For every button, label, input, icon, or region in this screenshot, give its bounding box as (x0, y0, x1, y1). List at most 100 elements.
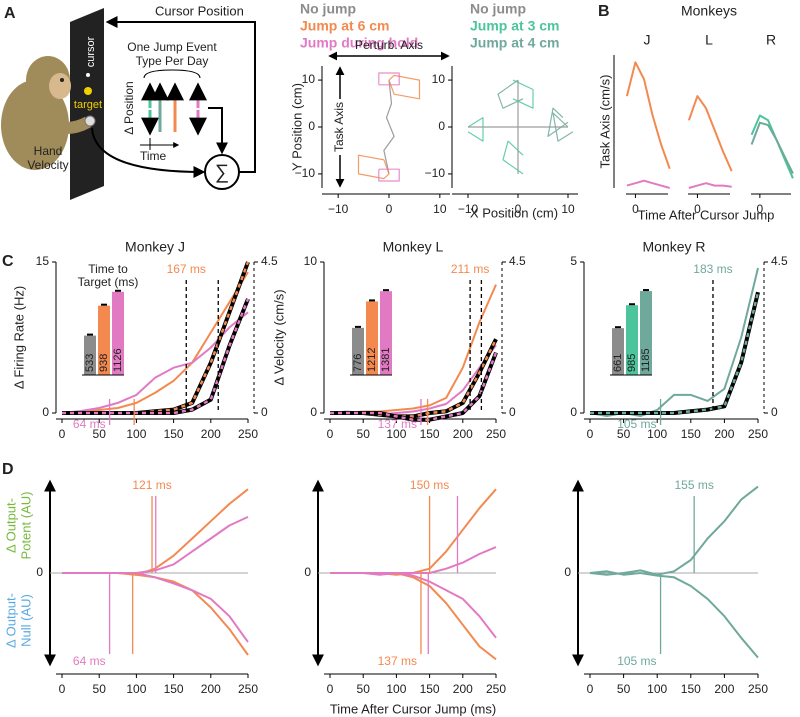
y-tick-label: 0 (36, 565, 43, 579)
y-tick-label: 0 (42, 405, 49, 419)
x-axis-label: Time After Cursor Jump (638, 207, 775, 222)
inset-bar (612, 328, 624, 375)
delta-position-label: Δ Position (122, 81, 136, 134)
inset-title: Time to (88, 262, 128, 276)
latency-label: 150 ms (410, 478, 449, 492)
x-tick-label: 0 (694, 202, 701, 216)
x-tick-label: 250 (748, 427, 768, 441)
y2-tick-label: 0 (261, 405, 268, 419)
inset-bar-label: 661 (612, 354, 624, 372)
inset-bar (98, 305, 110, 375)
series-line (330, 488, 497, 576)
inset-bar (640, 291, 652, 375)
latency-label: 64 ms (73, 417, 106, 431)
trajectory (467, 79, 534, 175)
task-axis-label-bg (333, 99, 347, 155)
series-line (589, 570, 759, 659)
series-line (625, 61, 671, 170)
x-tick-label: 250 (238, 427, 258, 441)
cursor-feedback-arrow (105, 16, 256, 173)
jump-type-label: One Jump Event (127, 40, 217, 54)
x-tick-label: 0 (59, 682, 66, 696)
x-tick-label: 100 (386, 682, 406, 696)
latency-label: 105 ms (617, 654, 656, 668)
cursor-dot (86, 73, 90, 77)
trajectory (468, 80, 568, 174)
chart-title: J (644, 32, 651, 48)
inset-bar (366, 301, 378, 375)
hand-velocity-label: Velocity (27, 158, 68, 172)
legend-entry: No jump (300, 1, 356, 17)
x-tick-label: 250 (486, 427, 506, 441)
y-axis-label: Task Axis (cm/s) (597, 75, 612, 169)
series-line (62, 572, 249, 643)
x-tick-label: 150 (164, 427, 184, 441)
x-tick-label: −10 (458, 202, 479, 216)
screen (70, 8, 104, 200)
x-tick-label: 250 (748, 682, 768, 696)
y-axis-label-potent: Δ Output- (3, 498, 18, 553)
trajectory (383, 80, 395, 175)
y-tick-label: 0 (310, 405, 317, 419)
y-tick-label: 0 (308, 119, 315, 133)
hand-velocity-arrow (91, 127, 206, 178)
x-tick-label: 250 (238, 682, 258, 696)
series-line (61, 271, 249, 414)
chart-title: R (766, 32, 776, 48)
trajectory (497, 79, 574, 142)
y-tick-label: 15 (36, 254, 50, 268)
x-tick-label: 50 (617, 682, 631, 696)
inset-bar (626, 305, 638, 375)
x-tick-label: 0 (386, 202, 393, 216)
latency-label: 105 ms (617, 417, 656, 431)
inset-bar-label: 776 (352, 354, 364, 372)
trajectory (357, 74, 421, 180)
legend-entry: No jump (470, 1, 526, 17)
velocity-line (330, 352, 498, 421)
x-axis-label: X Position (cm) (470, 205, 558, 220)
x-tick-label: 250 (486, 682, 506, 696)
task-axis-label: Task Axis (332, 102, 346, 152)
panel-label: B (598, 3, 610, 20)
x-tick-label: 50 (617, 427, 631, 441)
inset-bar-label: 1126 (112, 348, 124, 372)
legend-entry: Jump during hold (300, 35, 418, 51)
latency-label: 121 ms (132, 478, 171, 492)
y-tick-label: 0 (438, 119, 445, 133)
jump-type-label: Type Per Day (136, 54, 209, 68)
hand-velocity-label: Hand (34, 144, 63, 158)
inset-bar-label: 533 (84, 354, 96, 372)
x-tick-label: 50 (357, 427, 371, 441)
latency-label: 64 ms (73, 654, 106, 668)
y2-tick-label: 0 (771, 405, 778, 419)
chart-title: L (705, 32, 713, 48)
target-dot (84, 87, 92, 95)
chart-title: Monkey R (642, 239, 705, 255)
y-tick-label: 5 (570, 254, 577, 268)
series-line (62, 572, 249, 656)
x-tick-label: 100 (126, 682, 146, 696)
x-tick-label: 200 (453, 427, 473, 441)
latency-label: 137 ms (378, 417, 417, 431)
y-axis-label-null: Δ Output- (3, 593, 18, 648)
x-tick-label: 0 (327, 427, 334, 441)
inset-bar-label: 938 (98, 354, 110, 372)
chart: 0 50 100 150 200 250 0 Time After Cursor Jump (… (304, 478, 506, 716)
x-tick-label: 0 (757, 202, 764, 216)
series-line (750, 121, 794, 174)
inset-bar (84, 335, 96, 375)
x-tick-label: 200 (201, 682, 221, 696)
screen-cursor: cursor (85, 36, 97, 67)
series-line (687, 95, 733, 172)
trajectory (378, 72, 400, 182)
brace (143, 69, 201, 79)
chart: 0 50 100 150 200 250 0 155 ms 105 ms (564, 478, 768, 696)
inset-bar (380, 291, 392, 375)
screen-target: target (74, 99, 102, 111)
x-tick-label: 150 (681, 682, 701, 696)
y2-tick-label: 4.5 (509, 254, 526, 268)
